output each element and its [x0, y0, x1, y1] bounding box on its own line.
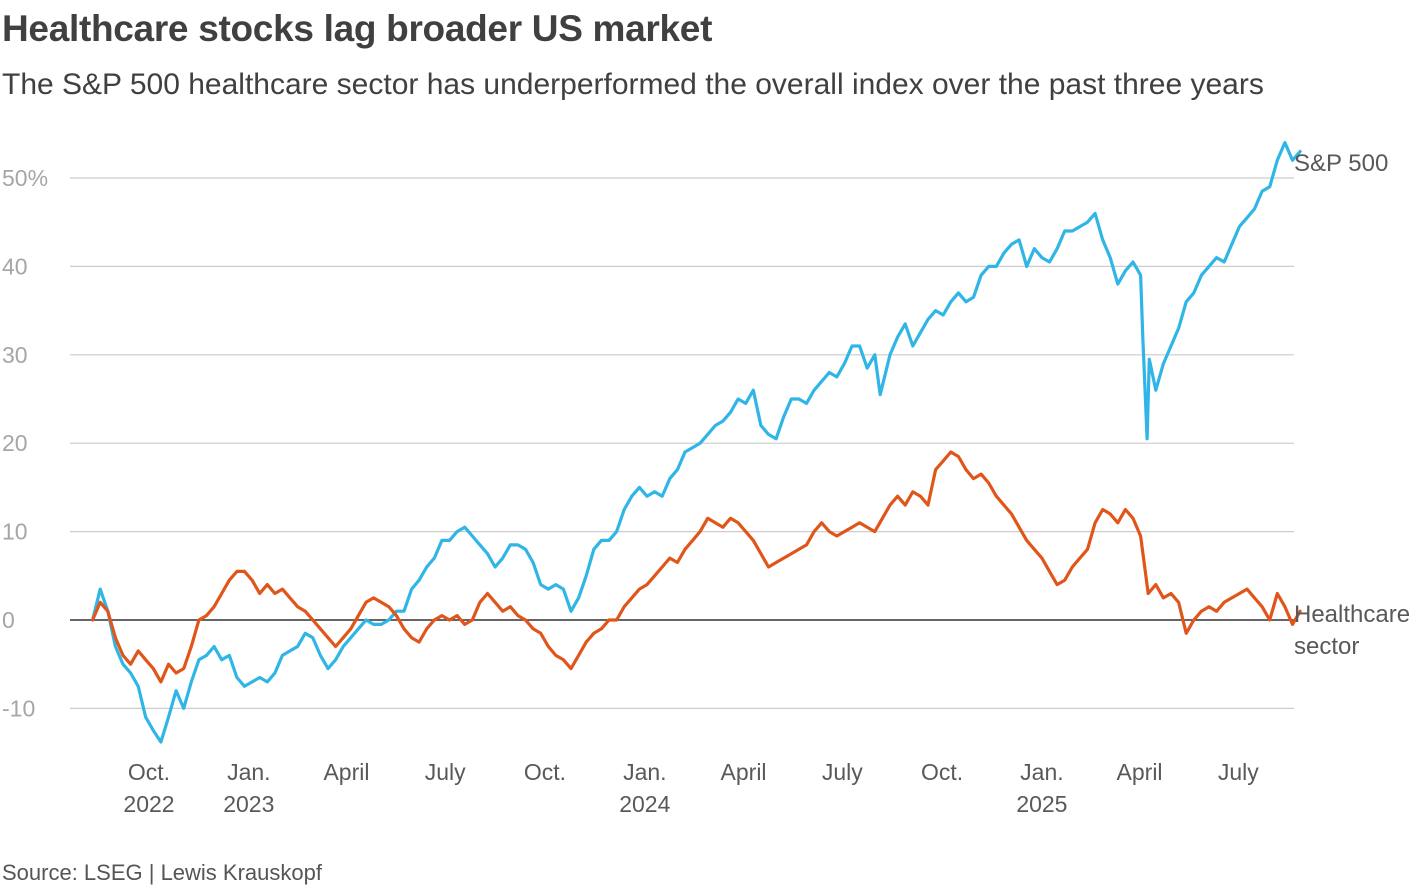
chart-subtitle: The S&P 500 healthcare sector has underp…: [2, 68, 1264, 101]
y-tick-label: -10: [2, 695, 35, 721]
healthcare-line: [91, 450, 1302, 684]
x-tick-label: Oct.: [921, 759, 963, 785]
y-tick-label: 30: [2, 342, 28, 368]
x-tick-label: July: [1218, 759, 1259, 785]
x-tick-year-label: 2023: [223, 791, 274, 817]
series-labels: S&P 500 Healthcare sector: [1294, 150, 1410, 660]
x-tick-year-label: 2022: [123, 791, 174, 817]
x-tick-label: July: [822, 759, 863, 785]
sp500-line: [91, 141, 1302, 744]
y-axis-ticks: 50% 40 30 20 10 0 -10: [2, 165, 48, 721]
y-tick-label: 50%: [2, 165, 48, 191]
x-tick-label: Jan.: [623, 759, 666, 785]
chart-title: Healthcare stocks lag broader US market: [2, 8, 713, 49]
y-tick-label: 40: [2, 253, 28, 279]
series-layer: [91, 141, 1302, 744]
series-label-healthcare-line2: sector: [1294, 633, 1359, 660]
x-tick-label: April: [721, 759, 767, 785]
source-note: Source: LSEG | Lewis Krauskopf: [2, 860, 322, 885]
x-tick-year-label: 2025: [1016, 791, 1067, 817]
x-tick-label: April: [323, 759, 369, 785]
x-tick-label: Oct.: [524, 759, 566, 785]
grid-layer: [70, 177, 1294, 710]
x-axis-ticks: Oct. 2022 Jan. 2023 April July Oct. Jan. 2024 Apr…: [123, 759, 1259, 817]
x-tick-year-label: 2024: [619, 791, 670, 817]
x-tick-label: Jan.: [227, 759, 270, 785]
y-tick-label: 20: [2, 430, 28, 456]
series-label-healthcare-line1: Healthcare: [1294, 601, 1410, 628]
x-tick-label: Oct.: [128, 759, 170, 785]
x-tick-label: Jan.: [1020, 759, 1063, 785]
line-chart: 50% 40 30 20 10 0 -10 Oct. 2022 Jan. 2023 April Jul…: [2, 141, 1410, 817]
x-tick-label: April: [1117, 759, 1163, 785]
series-label-sp500: S&P 500: [1294, 150, 1388, 177]
y-tick-label: 10: [2, 519, 28, 545]
y-tick-label: 0: [2, 607, 15, 633]
x-tick-label: July: [425, 759, 466, 785]
